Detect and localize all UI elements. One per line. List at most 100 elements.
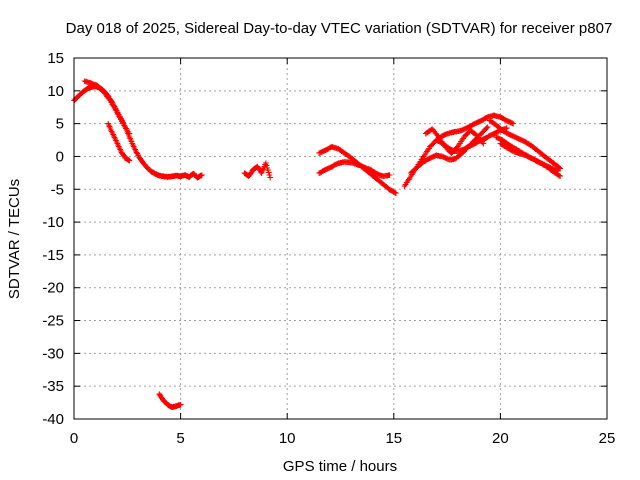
data-point: +: [413, 163, 421, 173]
data-point-fill: +: [416, 161, 424, 171]
data-point-fill: +: [110, 102, 118, 112]
x-axis-label: GPS time / hours: [283, 458, 397, 475]
data-point-fill: +: [427, 153, 435, 163]
data-point-fill: +: [492, 128, 500, 138]
series-arc-l: ++++++++++++++++++++++++++++++++++++++++…: [486, 116, 564, 174]
data-point-fill: +: [371, 173, 379, 183]
data-point: +: [79, 88, 87, 98]
data-point: +: [554, 167, 562, 177]
data-point-fill: +: [456, 139, 464, 149]
data-point: +: [181, 171, 189, 181]
data-point-fill: +: [466, 142, 474, 152]
data-point-fill: +: [487, 112, 495, 122]
data-point-fill: +: [469, 138, 477, 148]
data-point: +: [173, 171, 181, 181]
data-point: +: [328, 162, 336, 172]
data-point-fill: +: [140, 159, 148, 169]
data-point-fill: +: [403, 179, 411, 189]
x-tick-label: 0: [70, 430, 78, 447]
data-point-fill: +: [411, 166, 419, 176]
data-point-fill: +: [264, 166, 272, 176]
data-point-fill: +: [90, 80, 98, 90]
data-point-fill: +: [372, 174, 380, 184]
data-point-fill: +: [173, 172, 181, 182]
data-point-fill: +: [417, 160, 425, 170]
data-point-fill: +: [444, 129, 452, 139]
data-point-fill: +: [429, 139, 437, 149]
data-point-fill: +: [135, 152, 143, 162]
data-point: +: [426, 143, 434, 153]
data-point-fill: +: [169, 403, 177, 413]
data-point-fill: +: [541, 153, 549, 163]
data-point-fill: +: [188, 171, 196, 181]
data-point-fill: +: [332, 144, 340, 154]
data-point: +: [441, 143, 449, 153]
data-point-fill: +: [192, 171, 200, 181]
data-point-fill: +: [479, 135, 487, 145]
data-point-fill: +: [101, 88, 109, 98]
data-point: +: [516, 149, 524, 159]
data-point: +: [106, 97, 114, 107]
data-point-fill: +: [138, 157, 146, 167]
data-point-fill: +: [87, 83, 95, 93]
data-point-fill: +: [251, 164, 259, 174]
data-point-fill: +: [455, 127, 463, 137]
data-point-fill: +: [554, 163, 562, 173]
data-point-fill: +: [342, 150, 350, 160]
data-point-fill: +: [116, 112, 124, 122]
data-point-fill: +: [265, 169, 273, 179]
data-point-fill: +: [499, 141, 507, 151]
data-point-fill: +: [381, 182, 389, 192]
data-point-fill: +: [376, 171, 384, 181]
data-point: +: [117, 114, 125, 124]
data-point-fill: +: [449, 148, 457, 158]
data-point-fill: +: [105, 93, 113, 103]
data-point: +: [445, 129, 453, 139]
data-point-fill: +: [133, 148, 141, 158]
data-point: +: [360, 163, 368, 173]
data-point-fill: +: [498, 125, 506, 135]
y-tick-label: -30: [42, 345, 64, 362]
data-point: +: [83, 85, 91, 95]
data-point-fill: +: [169, 172, 177, 182]
data-point-fill: +: [485, 132, 493, 142]
data-point-fill: +: [487, 131, 495, 141]
data-point-fill: +: [415, 161, 423, 171]
data-point-fill: +: [533, 157, 541, 167]
data-point: +: [100, 87, 108, 97]
data-point-fill: +: [445, 147, 453, 157]
data-point-fill: +: [167, 402, 175, 412]
data-point-fill: +: [516, 135, 524, 145]
data-point-fill: +: [118, 118, 126, 128]
data-point-fill: +: [176, 172, 184, 182]
data-point-fill: +: [456, 146, 464, 156]
series-arc-d: +++++++++++++++++++++++++++++++: [156, 390, 185, 413]
data-point-fill: +: [479, 138, 487, 148]
data-point-fill: +: [424, 146, 432, 156]
data-point-fill: +: [195, 173, 203, 183]
data-point: +: [134, 151, 142, 161]
data-point: +: [245, 172, 253, 182]
data-point: +: [428, 125, 436, 135]
data-point-fill: +: [551, 160, 559, 170]
data-point-fill: +: [472, 139, 480, 149]
data-point-fill: +: [475, 117, 483, 127]
data-point-fill: +: [444, 146, 452, 156]
data-point: +: [503, 116, 511, 126]
data-point-fill: +: [553, 166, 561, 176]
data-point-fill: +: [509, 132, 517, 142]
data-point-fill: +: [530, 155, 538, 165]
data-point: +: [492, 133, 500, 143]
data-point-fill: +: [501, 138, 509, 148]
data-point: +: [379, 172, 387, 182]
data-point: +: [458, 149, 466, 159]
data-point-fill: +: [163, 173, 171, 183]
data-point: +: [156, 171, 164, 181]
data-point-fill: +: [78, 89, 86, 99]
data-point-fill: +: [553, 170, 561, 180]
data-point-fill: +: [549, 158, 557, 168]
series-arc-h: ++++++++++++++++++++++++++++++++++++++++…: [401, 111, 517, 192]
data-point: +: [497, 113, 505, 123]
data-point: +: [241, 169, 249, 179]
data-point: +: [467, 126, 475, 136]
